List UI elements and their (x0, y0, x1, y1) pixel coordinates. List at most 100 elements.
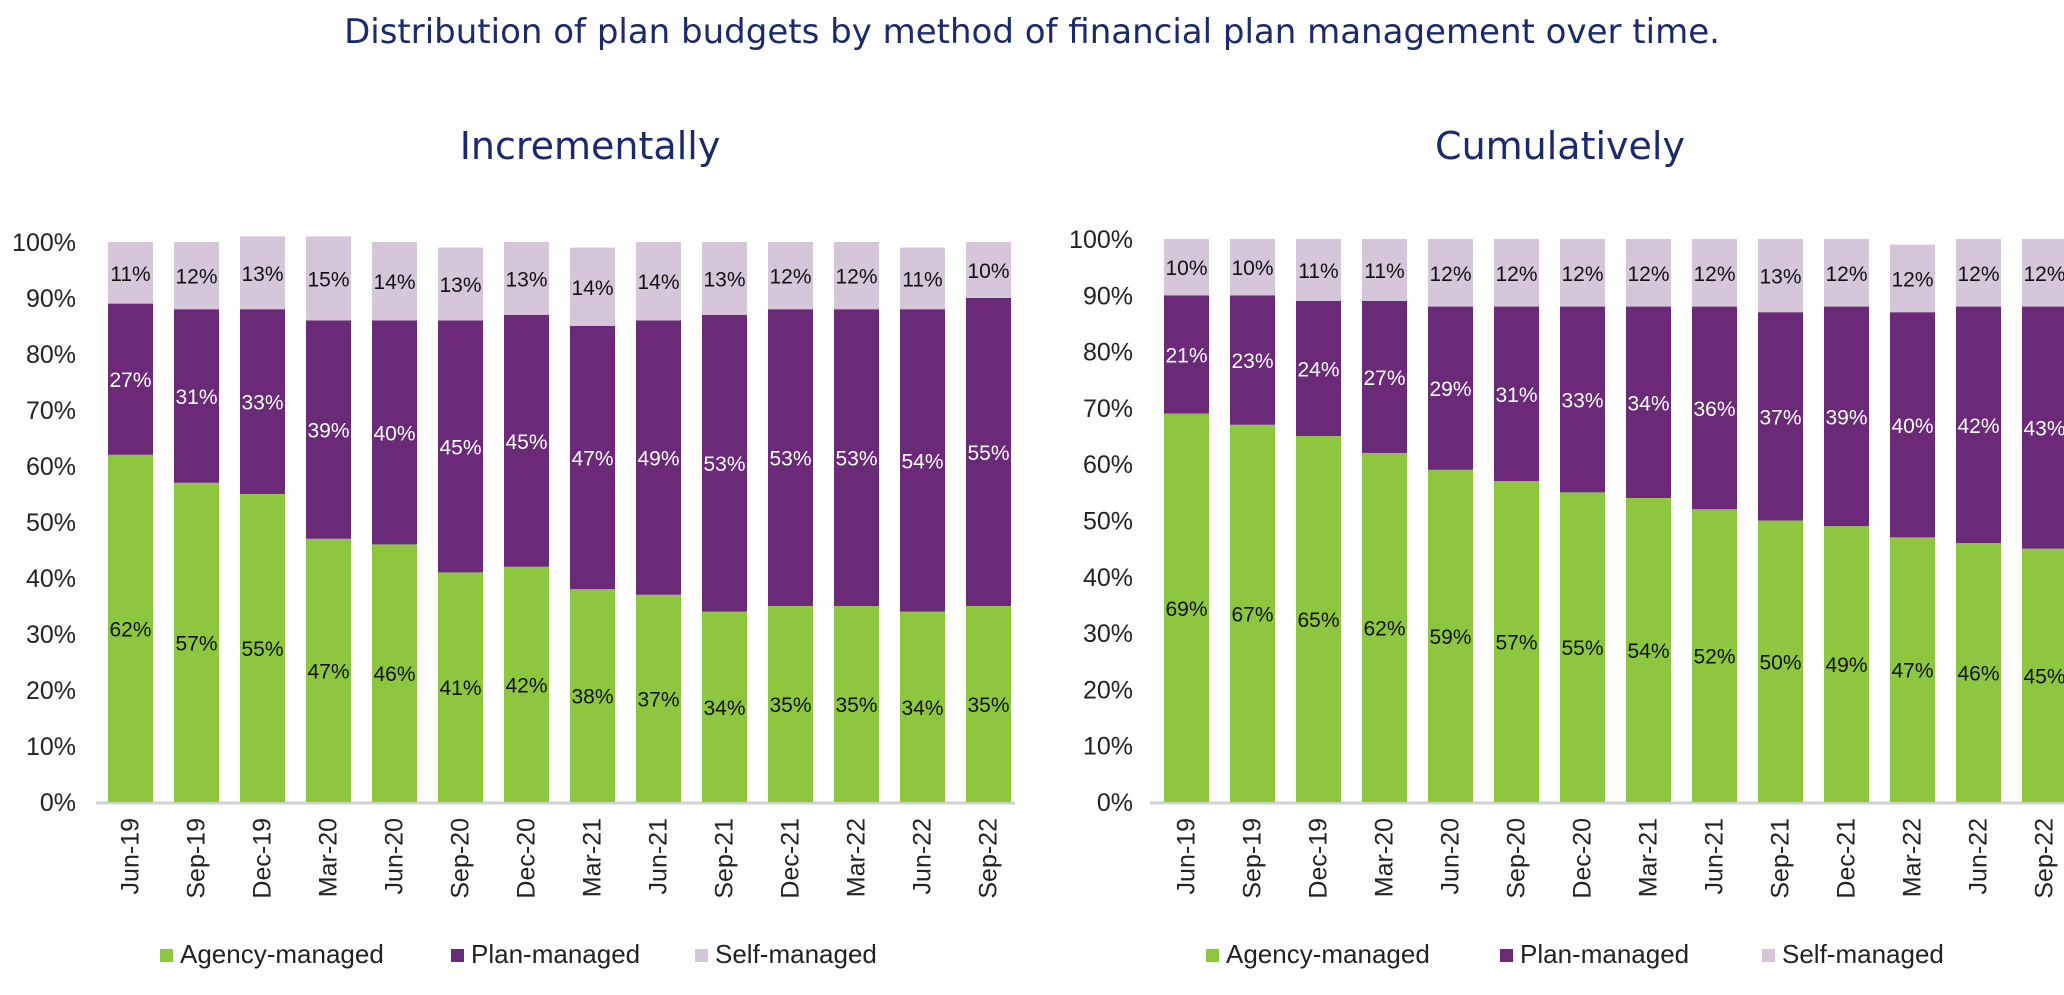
bar-self (174, 242, 219, 310)
bar-self (702, 242, 747, 315)
x-tick-label: Sep-19 (1239, 818, 1267, 899)
data-label-self: 12% (1495, 263, 1537, 286)
x-tick-label: Mar-22 (1899, 818, 1927, 897)
y-tick-label: 100% (12, 229, 76, 257)
bar-self (1758, 239, 1803, 313)
x-tick-label: Sep-20 (1503, 818, 1531, 899)
bar-agency (1626, 497, 1671, 802)
legend-swatch-self (695, 949, 708, 962)
bar-plan (372, 320, 417, 545)
data-label-plan: 47% (571, 448, 613, 471)
y-tick-label: 0% (1097, 789, 1133, 817)
page-title: Distribution of plan budgets by method o… (344, 12, 1720, 52)
legend-label-agency: Agency-managed (180, 939, 384, 969)
data-label-plan: 36% (1693, 398, 1735, 421)
data-label-plan: 37% (1759, 406, 1801, 429)
x-tick-label: Jun-21 (645, 818, 673, 894)
x-tick-label: Dec-21 (1833, 818, 1861, 899)
x-tick-label: Sep-22 (975, 818, 1003, 899)
data-label-plan: 40% (1891, 415, 1933, 438)
x-tick-label: Dec-20 (1569, 818, 1597, 899)
data-label-self: 11% (110, 263, 150, 286)
data-label-self: 12% (1957, 263, 1999, 286)
x-tick-label: Mar-20 (1371, 818, 1399, 897)
bar-agency (108, 454, 153, 802)
data-label-agency: 47% (1891, 660, 1933, 683)
x-tick-label: Dec-19 (1305, 818, 1333, 899)
bar-self (1824, 239, 1869, 307)
data-label-agency: 35% (835, 694, 877, 717)
y-tick-label: 90% (1083, 282, 1133, 310)
data-label-self: 14% (373, 271, 415, 294)
bar-self (1428, 239, 1473, 307)
bar-agency (438, 572, 483, 802)
bar-self (966, 242, 1011, 298)
data-label-plan: 49% (637, 448, 679, 471)
y-tick-label: 90% (26, 285, 76, 313)
bar-agency (1296, 436, 1341, 802)
x-tick-label: Mar-21 (579, 818, 607, 897)
data-label-agency: 69% (1165, 598, 1207, 621)
bar-self (1164, 239, 1209, 296)
data-label-self: 12% (835, 266, 877, 289)
data-label-agency: 62% (109, 618, 151, 641)
bar-plan (834, 309, 879, 606)
bar-agency (504, 566, 549, 802)
data-label-plan: 34% (1627, 392, 1669, 415)
bar-plan (108, 303, 153, 455)
legend-label-plan: Plan-managed (471, 939, 640, 969)
data-label-self: 12% (2023, 263, 2064, 286)
data-label-agency: 34% (703, 697, 745, 720)
x-tick-label: Jun-21 (1701, 818, 1729, 894)
data-label-plan: 55% (967, 442, 1009, 465)
data-label-agency: 57% (175, 632, 217, 655)
x-tick-label: Mar-22 (843, 818, 871, 897)
x-tick-label: Jun-22 (909, 818, 937, 894)
bar-plan (1362, 300, 1407, 453)
bar-agency (570, 589, 615, 802)
x-tick-label: Sep-21 (1767, 818, 1795, 899)
x-tick-label: Jun-20 (1437, 818, 1465, 894)
data-label-self: 13% (439, 274, 481, 297)
data-label-self: 14% (637, 271, 679, 294)
x-tick-label: Jun-20 (381, 818, 409, 894)
bar-plan (438, 320, 483, 573)
bar-plan (636, 320, 681, 595)
data-label-agency: 50% (1759, 651, 1801, 674)
bar-plan (174, 309, 219, 483)
bar-agency (702, 611, 747, 802)
data-label-agency: 67% (1231, 603, 1273, 626)
data-label-agency: 38% (571, 686, 613, 709)
bar-agency (1230, 424, 1275, 802)
bar-self (768, 242, 813, 310)
bar-plan (2022, 306, 2064, 549)
data-label-agency: 54% (1627, 640, 1669, 663)
data-label-plan: 29% (1429, 378, 1471, 401)
y-tick-label: 20% (26, 677, 76, 705)
bar-agency (1692, 509, 1737, 802)
bar-agency (636, 594, 681, 802)
bar-plan (768, 309, 813, 606)
bar-plan (1956, 306, 2001, 544)
bar-plan (1230, 295, 1275, 425)
data-label-self: 12% (769, 266, 811, 289)
data-label-plan: 39% (307, 420, 349, 443)
bar-self (306, 236, 351, 321)
x-tick-label: Sep-22 (2031, 818, 2059, 899)
y-tick-label: 30% (1083, 620, 1133, 648)
y-tick-label: 80% (1083, 339, 1133, 367)
bar-self (1890, 244, 1935, 313)
x-tick-label: Sep-19 (183, 818, 211, 899)
bar-self (504, 242, 549, 315)
bar-plan (1428, 306, 1473, 470)
y-tick-label: 20% (1083, 676, 1133, 704)
data-label-self: 12% (1627, 263, 1669, 286)
data-label-self: 11% (902, 268, 942, 291)
bar-self (1692, 239, 1737, 307)
data-label-agency: 57% (1495, 632, 1537, 655)
incremental-stacked-bar-chart: 0% 10% 20% 30% 40% 50% 60% 70% 80% 90% 100% 62% 27% 1… (12, 229, 1015, 969)
y-tick-label: 70% (26, 397, 76, 425)
y-tick-label: 80% (26, 341, 76, 369)
bar-agency (900, 611, 945, 802)
bar-plan (1626, 306, 1671, 498)
